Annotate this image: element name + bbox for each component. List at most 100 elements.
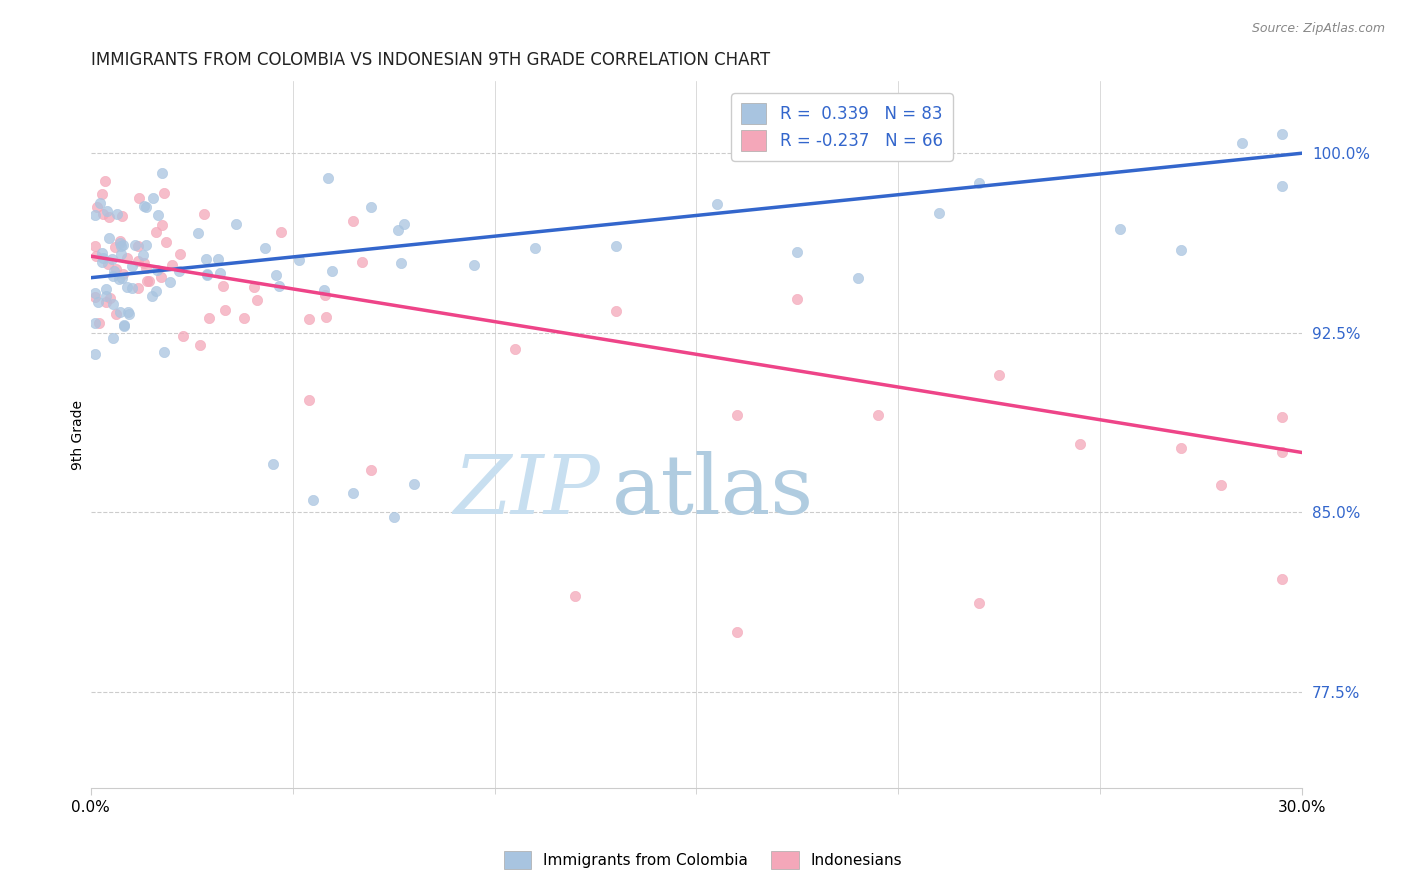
Point (83, 239, 105, 253)
Point (1271, 409, 1294, 424)
Point (211, 279, 233, 293)
Text: ZIP: ZIP (453, 451, 599, 531)
Point (298, 393, 321, 408)
Point (114, 318, 136, 333)
Point (262, 458, 284, 472)
Point (135, 201, 157, 215)
Point (87, 295, 110, 310)
Point (314, 283, 336, 297)
Point (988, 368, 1011, 382)
Point (287, 252, 309, 267)
Point (1271, 445, 1294, 459)
Point (108, 234, 131, 248)
Point (605, 239, 627, 253)
Point (152, 219, 174, 233)
Point (786, 292, 808, 306)
Point (112, 267, 135, 281)
Point (127, 238, 149, 252)
Text: IMMIGRANTS FROM COLOMBIA VS INDONESIAN 9TH GRADE CORRELATION CHART: IMMIGRANTS FROM COLOMBIA VS INDONESIAN 9… (91, 51, 770, 69)
Point (207, 252, 229, 266)
Point (360, 463, 382, 477)
Point (360, 200, 382, 214)
Point (104, 240, 127, 254)
Point (342, 214, 364, 228)
Point (786, 244, 808, 259)
Point (967, 596, 990, 610)
Point (209, 266, 232, 280)
Point (93, 252, 115, 266)
Point (131, 248, 153, 262)
Point (111, 209, 134, 223)
Point (463, 258, 485, 272)
Point (145, 284, 167, 298)
Point (108, 305, 131, 319)
Point (198, 311, 221, 326)
Point (103, 330, 125, 344)
Point (90, 187, 112, 202)
Point (141, 289, 163, 303)
Point (270, 225, 292, 239)
Point (706, 197, 728, 211)
Point (253, 241, 276, 255)
Point (316, 171, 339, 186)
Point (110, 238, 132, 252)
Point (314, 287, 336, 301)
Point (149, 269, 172, 284)
Point (118, 307, 141, 321)
Point (134, 199, 156, 213)
Point (124, 238, 146, 252)
Point (93, 174, 115, 188)
Point (155, 235, 177, 249)
Point (503, 342, 526, 356)
Point (91, 255, 114, 269)
Point (146, 208, 169, 222)
Point (172, 329, 194, 343)
Point (1109, 222, 1132, 236)
Point (193, 207, 215, 221)
Point (135, 261, 157, 276)
Point (135, 274, 157, 288)
Point (127, 254, 149, 268)
Text: Source: ZipAtlas.com: Source: ZipAtlas.com (1251, 22, 1385, 36)
Point (107, 272, 129, 286)
Point (321, 264, 343, 278)
Point (1271, 127, 1294, 141)
Point (564, 589, 586, 603)
Point (402, 476, 425, 491)
Point (725, 625, 748, 640)
Point (1271, 573, 1294, 587)
Point (101, 252, 124, 267)
Point (94, 282, 117, 296)
Point (159, 275, 181, 289)
Legend: Immigrants from Colombia, Indonesians: Immigrants from Colombia, Indonesians (498, 845, 908, 875)
Point (84, 249, 107, 263)
Point (868, 409, 890, 423)
Point (928, 206, 950, 220)
Point (89, 195, 111, 210)
Point (138, 274, 160, 288)
Point (246, 293, 269, 307)
Point (1170, 441, 1192, 455)
Point (105, 261, 128, 276)
Point (128, 190, 150, 204)
Point (187, 226, 209, 240)
Point (117, 305, 139, 319)
Legend: R =  0.339   N = 83, R = -0.237   N = 66: R = 0.339 N = 83, R = -0.237 N = 66 (731, 93, 952, 161)
Point (97, 257, 120, 271)
Point (117, 251, 139, 265)
Point (725, 409, 748, 423)
Point (86, 200, 108, 214)
Point (392, 218, 415, 232)
Point (104, 307, 127, 321)
Point (194, 252, 217, 267)
Point (605, 303, 627, 318)
Point (98, 231, 121, 245)
Point (103, 263, 125, 277)
Point (145, 225, 167, 239)
Point (1069, 436, 1091, 450)
Point (214, 302, 236, 317)
Point (162, 258, 184, 272)
Point (96, 289, 118, 303)
Point (1230, 136, 1253, 151)
Point (523, 241, 546, 255)
